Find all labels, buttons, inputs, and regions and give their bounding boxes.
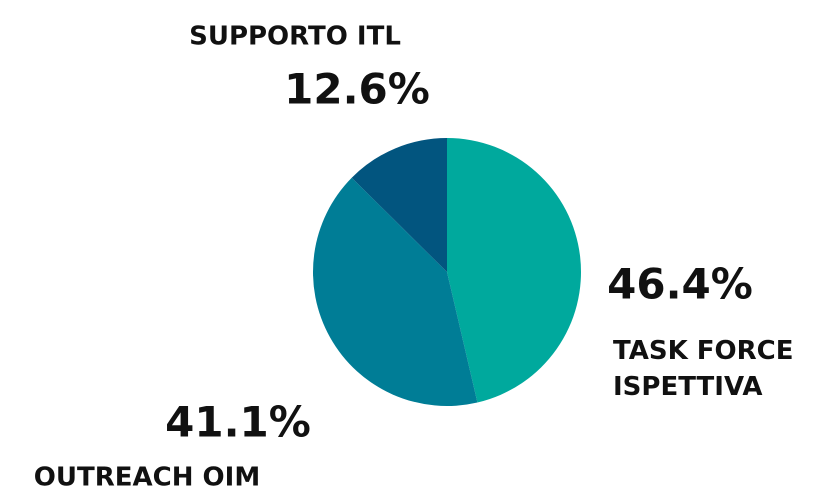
value-label: 12.6% — [284, 65, 430, 114]
category-label: TASK FORCE ISPETTIVA — [613, 336, 794, 402]
category-label: OUTREACH OIM — [34, 463, 260, 493]
value-label: 46.4% — [607, 260, 753, 309]
pie-slice — [447, 138, 582, 403]
pie-slice — [351, 138, 447, 272]
category-label-box: TASK FORCE ISPETTIVA — [613, 336, 794, 402]
value-label: 41.1% — [165, 398, 311, 447]
pie-slice — [313, 177, 478, 406]
category-label: SUPPORTO ITL — [189, 22, 401, 52]
